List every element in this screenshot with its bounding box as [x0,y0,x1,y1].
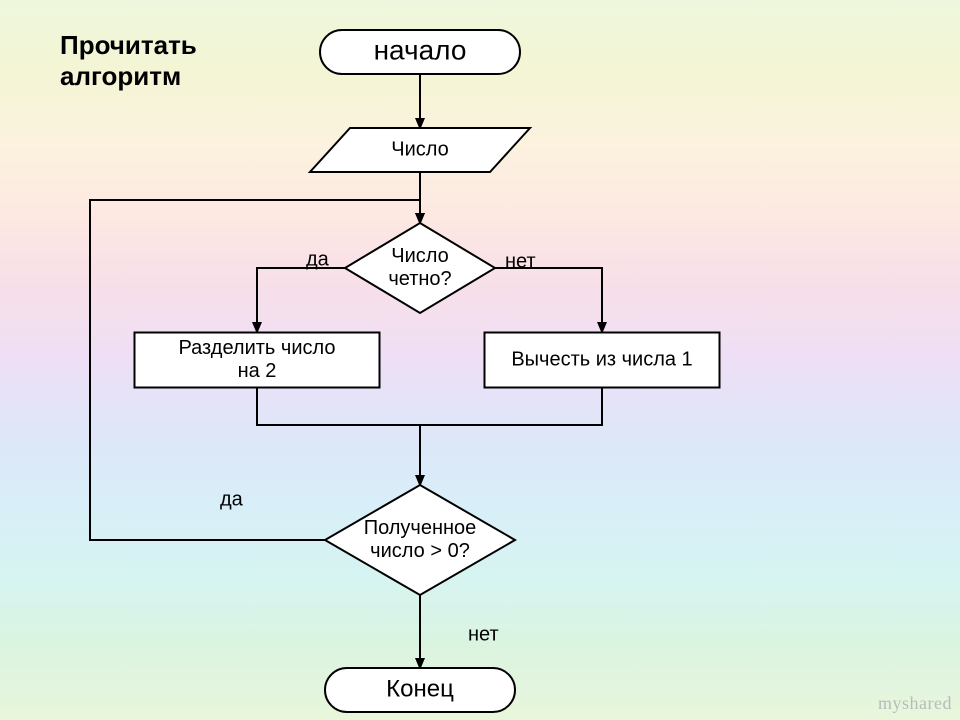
flowchart-svg: началоЧислоЧислочетно?Разделить числона … [0,0,960,720]
node-decision2: Полученноечисло > 0? [325,485,515,595]
edge-decision1-procR [495,268,602,332]
node-procR-label: Вычесть из числа 1 [511,348,692,370]
watermark: myshared [878,693,952,714]
edge-procR-merge [420,388,602,425]
node-end-label: Конец [386,675,454,702]
node-procL-label: на 2 [238,360,277,382]
node-input: Число [310,128,530,172]
node-decision1: Числочетно? [345,223,495,313]
node-procL-label: Разделить число [178,337,335,359]
edge-label-d1_no: нет [505,250,536,272]
node-decision2-label: Полученное [364,517,477,539]
node-end: Конец [325,668,515,712]
node-decision1-label: четно? [388,268,451,290]
edge-decision1-procL [257,268,345,332]
edge-label-d2_yes: да [220,488,244,510]
edge-label-d2_no: нет [468,623,499,645]
node-start: начало [320,30,520,74]
node-procR: Вычесть из числа 1 [485,333,720,388]
node-procL: Разделить числона 2 [135,333,380,388]
flowchart-canvas: Прочитать алгоритм началоЧислоЧислочетно… [0,0,960,720]
edge-label-d1_yes: да [306,248,330,270]
node-start-label: начало [374,34,467,65]
node-decision2-label: число > 0? [370,540,470,562]
node-decision1-label: Число [391,245,449,267]
edge-procL-merge [257,388,420,425]
node-input-label: Число [391,138,449,160]
